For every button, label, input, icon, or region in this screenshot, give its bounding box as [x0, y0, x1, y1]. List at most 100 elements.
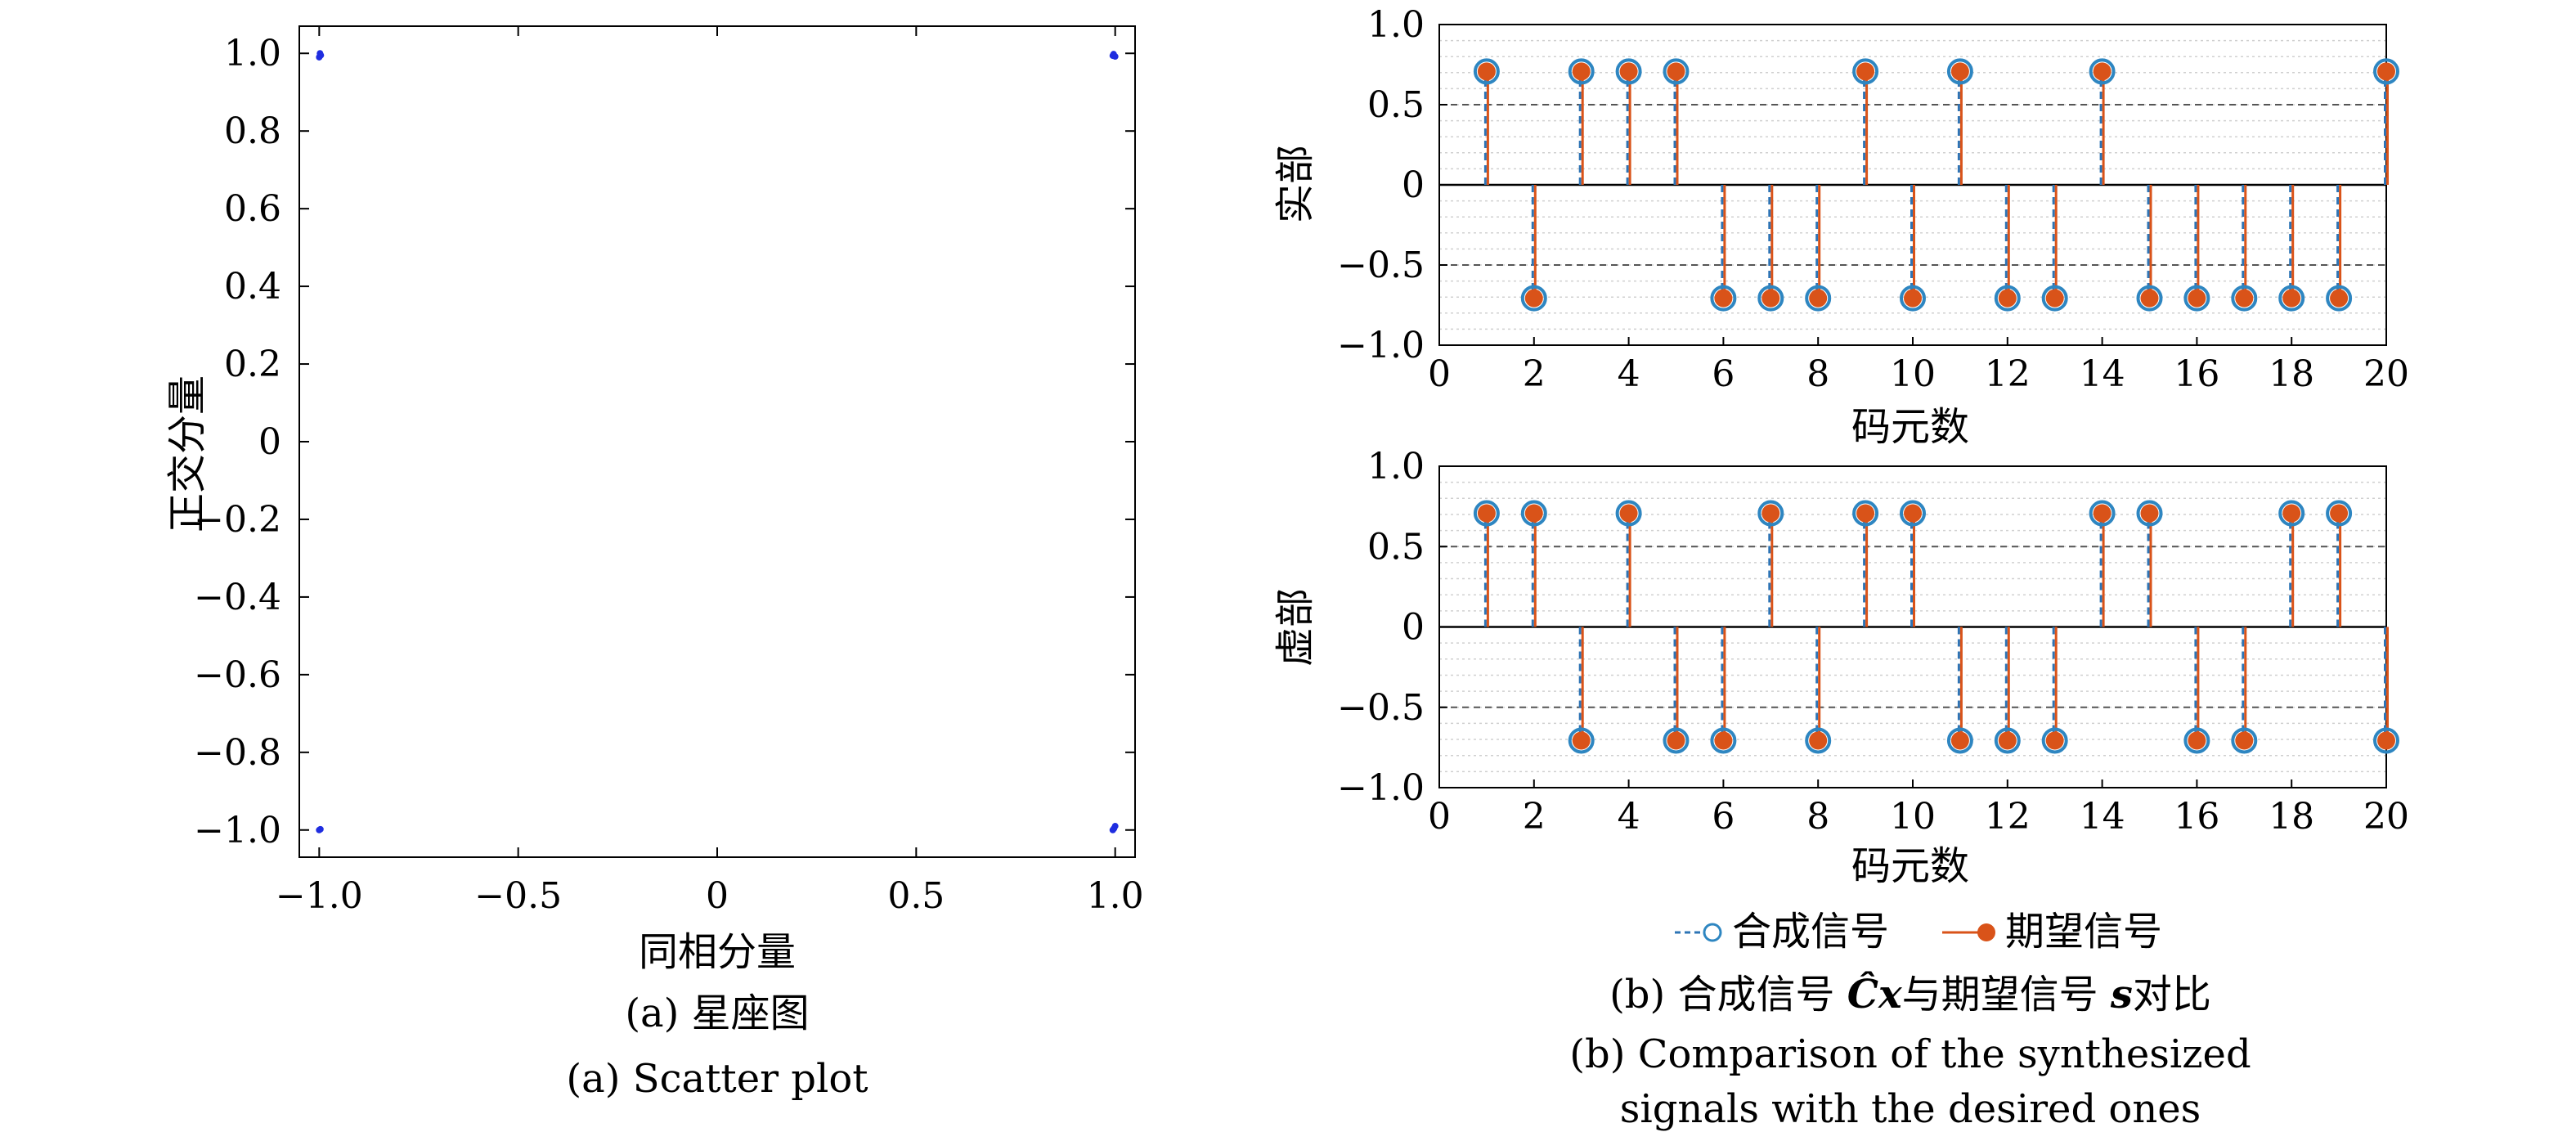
caption-b-en-line1: (b) Comparison of the synthesized	[1569, 1031, 2251, 1077]
imag-desired-marker	[2377, 731, 2395, 750]
imag-desired-marker	[1714, 731, 1733, 750]
scatter-ytick-label: −0.2	[194, 499, 281, 541]
real-xtick-label: 14	[2080, 353, 2125, 395]
imag-xtick-label: 2	[1523, 796, 1546, 838]
scatter-xtick-label: 0.5	[887, 875, 945, 917]
caption-b-en-line2: signals with the desired ones	[1620, 1086, 2201, 1132]
imag-desired-marker	[1524, 504, 1543, 523]
imag-desired-marker	[1856, 504, 1875, 523]
imag-synth-marker	[1520, 500, 1547, 527]
imag-desired-marker	[1667, 731, 1685, 750]
real-synth-marker	[2183, 285, 2210, 312]
real-xtick-label: 20	[2363, 353, 2409, 395]
imag-desired-marker	[1572, 731, 1591, 750]
real-desired-marker	[2330, 289, 2349, 308]
real-desired-marker	[1998, 289, 2017, 308]
imag-synth-marker	[1663, 727, 1690, 754]
legend-item-desired: 期望信号	[1942, 909, 2162, 955]
legend-item-synth: 合成信号	[1675, 909, 1889, 955]
imag-xtick-label: 12	[1985, 796, 2031, 838]
imag-synth-marker	[1757, 500, 1784, 527]
real-synth-marker	[1520, 285, 1547, 312]
caption-b-cn: (b) 合成信号 Ĉx与期望信号 s对比	[1609, 970, 2211, 1017]
imag-xtick-label: 4	[1618, 796, 1640, 838]
imag-ytick-label: 0.5	[1367, 526, 1425, 568]
imag-desired-marker	[1998, 731, 2017, 750]
imag-ytick-label: −0.5	[1337, 687, 1425, 729]
real-desired-marker	[1950, 62, 1969, 81]
imag-synth-marker	[2231, 727, 2258, 754]
real-desired-marker	[2140, 289, 2159, 308]
real-synth-marker	[1710, 285, 1737, 312]
legend-desired-marker	[1977, 923, 1995, 941]
caption-a-cn: (a) 星座图	[625, 991, 809, 1036]
real-synth-marker	[2041, 285, 2068, 312]
real-xtick-label: 12	[1985, 353, 2031, 395]
imag-synth-marker	[2278, 500, 2305, 527]
real-synth-marker	[2089, 58, 2116, 85]
real-synth-marker	[2136, 285, 2163, 312]
real-xtick-label: 0	[1428, 353, 1451, 395]
real-synth-marker	[1852, 58, 1879, 85]
real-synth-marker	[1805, 285, 1832, 312]
imag-synth-marker	[1994, 727, 2021, 754]
real-xtick-label: 10	[1890, 353, 1936, 395]
real-desired-marker	[1714, 289, 1733, 308]
real-synth-marker	[1663, 58, 1690, 85]
real-desired-marker	[2282, 289, 2301, 308]
imag-xtick-label: 6	[1712, 796, 1735, 838]
imag-xtick-label: 0	[1428, 796, 1451, 838]
real-desired-marker	[1477, 62, 1496, 81]
scatter-xtick-label: −1.0	[276, 875, 363, 917]
imag-desired-marker	[2093, 504, 2112, 523]
imag-xtick-label: 20	[2363, 796, 2409, 838]
legend-synth-marker	[1703, 923, 1722, 942]
imag-xtick-label: 8	[1806, 796, 1829, 838]
real-synth-marker	[1473, 58, 1500, 85]
real-ylabel: 实部	[1272, 145, 1318, 223]
real-desired-marker	[2377, 62, 2395, 81]
real-synth-marker	[1568, 58, 1595, 85]
real-synth-marker	[2278, 285, 2305, 312]
scatter-xtick-label: −0.5	[474, 875, 562, 917]
imag-synth-marker	[2041, 727, 2068, 754]
scatter-xtick-label: 0	[706, 875, 729, 917]
scatter-frame	[298, 25, 1136, 858]
imag-desired-marker	[1904, 504, 1922, 523]
real-desired-marker	[1856, 62, 1875, 81]
stem-panel: 0 2 4 6 8 10 12 14 16 18 20 1.0 0.5 0 −0.5 −1.0 0 2 4 6 8 10…	[1272, 4, 2409, 1132]
real-desired-marker	[2045, 289, 2064, 308]
imag-synth-marker	[2326, 500, 2353, 527]
real-desired-marker	[1572, 62, 1591, 81]
scatter-point	[316, 826, 323, 833]
real-xtick-label: 16	[2174, 353, 2219, 395]
imag-synth-marker	[2373, 727, 2399, 754]
real-synth-marker	[2326, 285, 2353, 312]
real-desired-marker	[1667, 62, 1685, 81]
imag-xlabel: 码元数	[1851, 843, 1969, 889]
imag-desired-marker	[1950, 731, 1969, 750]
real-xtick-label: 8	[1806, 353, 1829, 395]
imag-synth-marker	[2089, 500, 2116, 527]
imag-synth-marker	[1568, 727, 1595, 754]
real-synth-marker	[1994, 285, 2021, 312]
real-xtick-label: 6	[1712, 353, 1735, 395]
imag-desired-marker	[2330, 504, 2349, 523]
real-ytick-label: 0.5	[1367, 84, 1425, 126]
imag-ytick-label: 0	[1402, 607, 1425, 649]
real-synth-marker	[1615, 58, 1642, 85]
imag-desired-marker	[2140, 504, 2159, 523]
real-xtick-label: 2	[1523, 353, 1546, 395]
scatter-ytick-label: −0.6	[194, 654, 281, 696]
imag-ytick-label: −1.0	[1337, 767, 1425, 809]
imag-desired-marker	[1619, 504, 1638, 523]
real-xtick-label: 4	[1618, 353, 1640, 395]
real-synth-marker	[1900, 285, 1926, 312]
scatter-point	[1109, 52, 1116, 60]
scatter-ytick-label: 0.4	[224, 266, 281, 308]
scatter-ytick-label: −0.8	[194, 732, 281, 774]
imag-desired-marker	[2188, 731, 2206, 750]
imag-desired-marker	[2045, 731, 2064, 750]
imag-xtick-label: 14	[2080, 796, 2125, 838]
